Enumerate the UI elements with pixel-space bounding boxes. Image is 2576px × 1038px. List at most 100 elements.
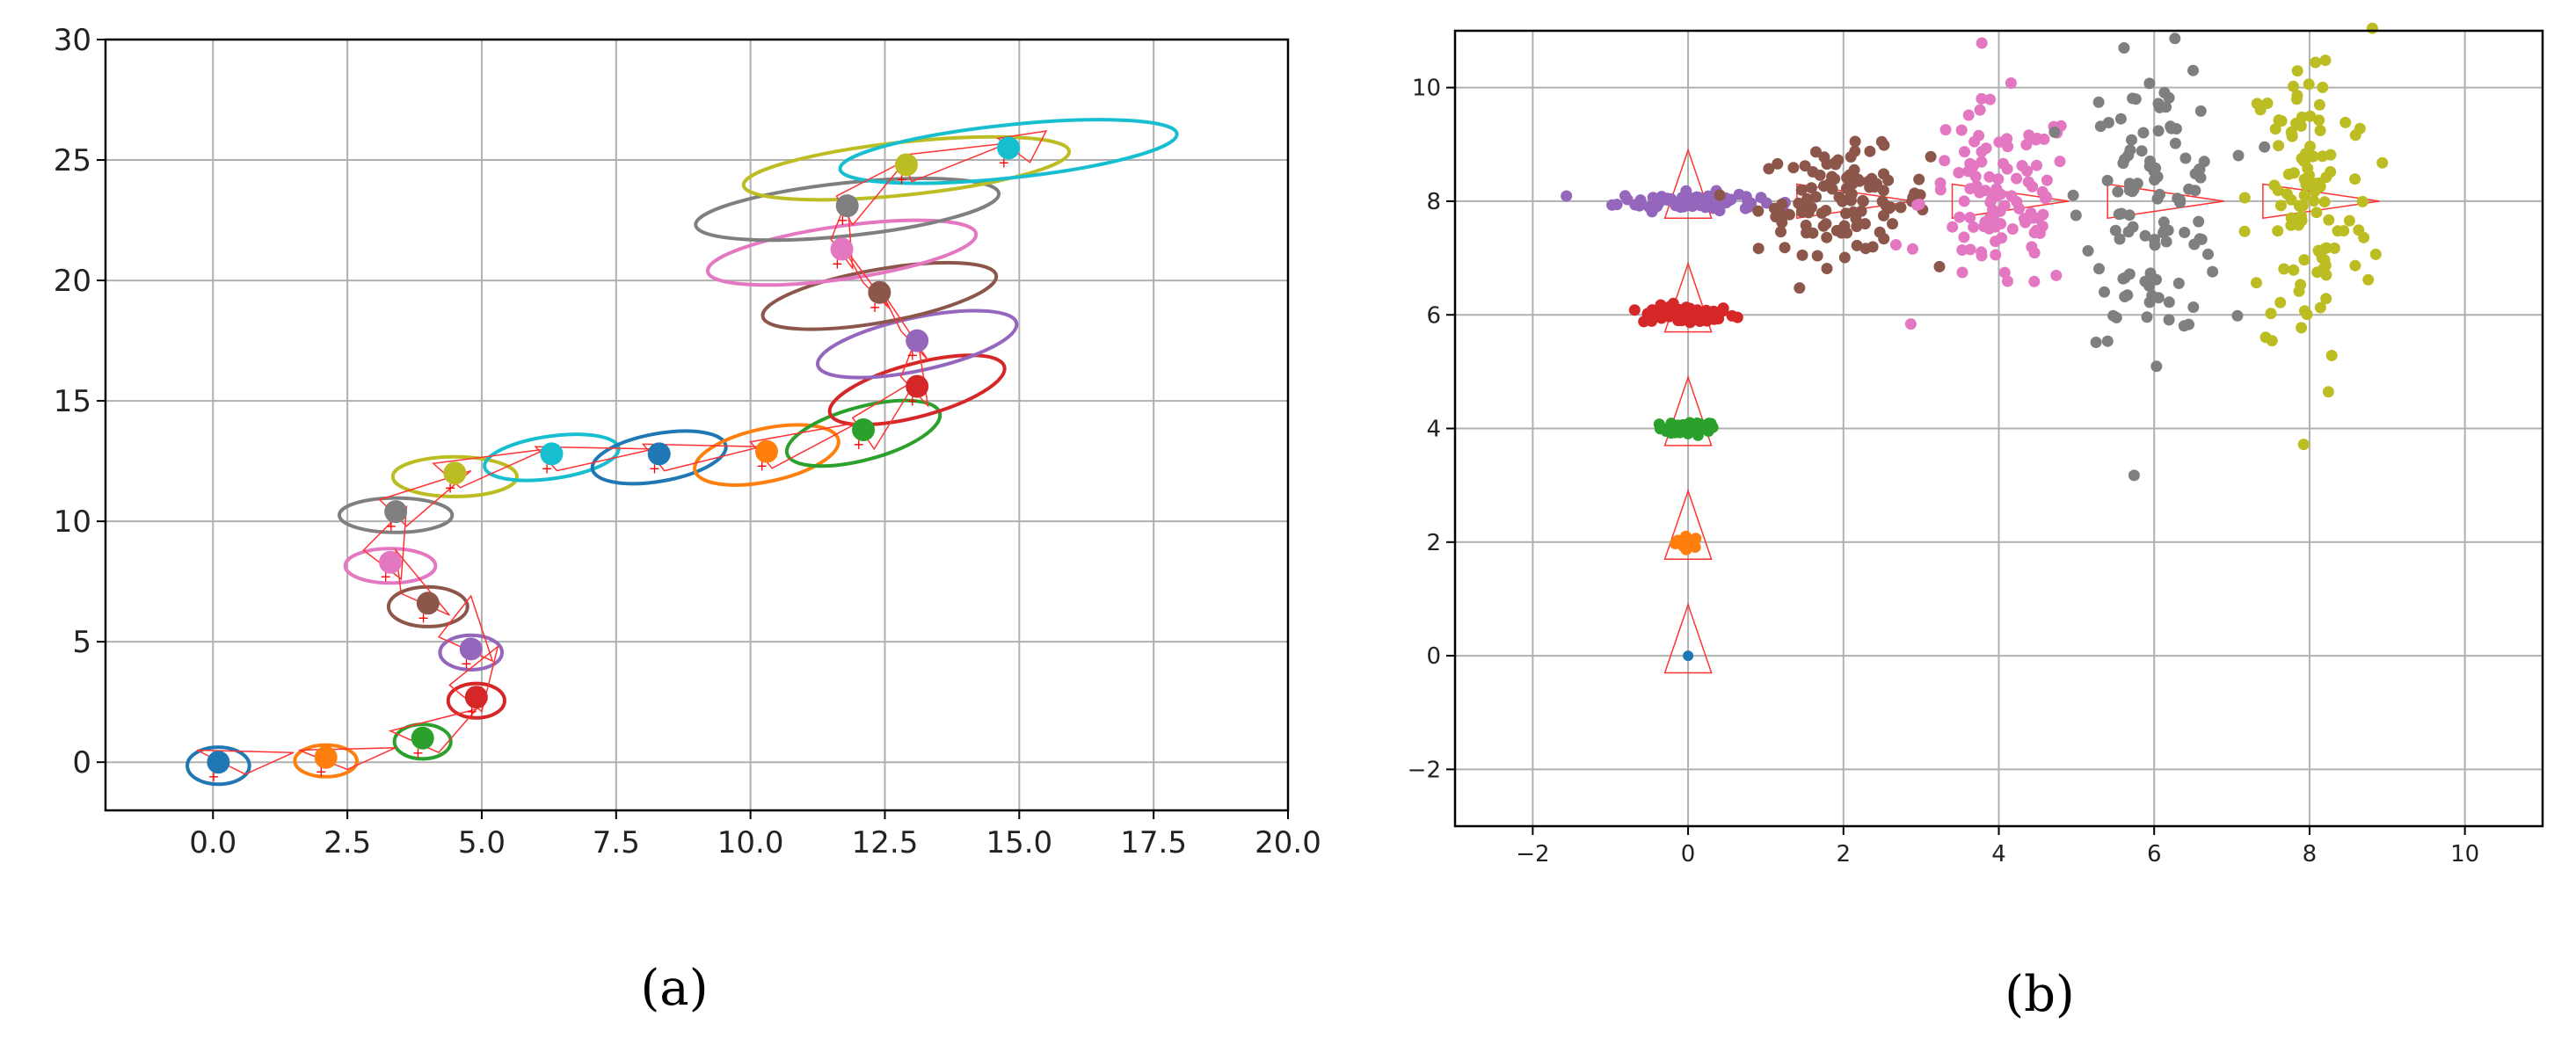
scatter-point xyxy=(2317,81,2329,93)
data-point xyxy=(852,417,876,441)
scatter-point xyxy=(1683,650,1694,662)
uncertainty-ellipse xyxy=(705,218,979,287)
scatter-point xyxy=(1914,189,1926,201)
scatter-point xyxy=(2119,272,2131,284)
scatter-point xyxy=(2165,122,2178,134)
scatter-point xyxy=(1739,202,1751,214)
scatter-point xyxy=(2317,150,2329,163)
scatter-point xyxy=(2268,179,2281,192)
scatter-point xyxy=(1837,195,1849,207)
scatter-point xyxy=(2128,469,2140,482)
scatter-point xyxy=(1857,194,1869,207)
scatter-point xyxy=(2232,149,2245,162)
scatter-point xyxy=(1706,421,1719,433)
scatter-point xyxy=(2139,275,2151,287)
scatter-point xyxy=(1763,163,1775,175)
scatter-point xyxy=(1851,239,1863,251)
scatter-point xyxy=(2152,125,2165,137)
scatter-point xyxy=(2302,163,2314,175)
scatter-point xyxy=(2139,229,2151,242)
x-tick-label: 10 xyxy=(2450,841,2479,867)
uncertainty-ellipse xyxy=(390,454,519,498)
scatter-point xyxy=(1904,318,1917,330)
scatter-point xyxy=(2118,42,2130,54)
scatter-point xyxy=(2319,243,2332,255)
scatter-point xyxy=(1752,205,1765,217)
scatter-point xyxy=(1713,306,1724,318)
y-tick-label: 0 xyxy=(72,745,91,780)
scatter-point xyxy=(1821,263,1833,274)
pose-triangle xyxy=(1663,602,1713,674)
scatter-point xyxy=(1799,160,1811,172)
scatter-point xyxy=(2028,247,2041,259)
scatter-point xyxy=(2178,320,2190,332)
scatter-point xyxy=(2034,227,2046,239)
scatter-point xyxy=(2274,200,2287,212)
uncertainty-ellipse xyxy=(343,547,438,585)
uncertainty-ellipse xyxy=(293,743,359,779)
scatter-point xyxy=(1907,243,1918,255)
data-point xyxy=(906,374,929,398)
scatter-point xyxy=(1976,250,1988,262)
scatter-point xyxy=(1814,169,1826,181)
scatter-point xyxy=(1939,124,1952,136)
data-point xyxy=(754,439,778,463)
scatter-point xyxy=(2027,212,2040,224)
scatter-point xyxy=(1655,192,1667,204)
scatter-point xyxy=(1800,198,1812,210)
data-point xyxy=(314,745,338,769)
x-tick-label: 4 xyxy=(1991,841,2006,867)
scatter-point xyxy=(2102,117,2114,128)
scatter-point xyxy=(2265,308,2277,320)
scatter-point xyxy=(2349,129,2361,142)
scatter-point xyxy=(2023,129,2035,142)
data-point xyxy=(443,461,467,485)
x-tick-label: 10.0 xyxy=(717,825,784,860)
scatter-point xyxy=(1983,222,1996,235)
y-tick-label: 10 xyxy=(54,504,91,540)
x-tick-label: 12.5 xyxy=(852,825,919,860)
scatter-point xyxy=(1947,221,1959,233)
mean-marker: + xyxy=(756,458,768,475)
scatter-point xyxy=(1984,93,1996,105)
x-tick-label: 0.0 xyxy=(189,825,236,860)
scatter-point xyxy=(2169,33,2181,45)
mean-marker: + xyxy=(444,479,455,496)
scatter-point xyxy=(1655,299,1667,311)
scatter-point xyxy=(2152,292,2165,304)
scatter-point xyxy=(2254,104,2267,116)
scatter-point xyxy=(1883,202,1896,214)
scatter-point xyxy=(2278,263,2290,275)
scatter-point xyxy=(2123,209,2136,221)
scatter-point xyxy=(2101,335,2114,347)
scatter-point xyxy=(1687,192,1699,204)
scatter-point xyxy=(1657,310,1670,323)
scatter-point xyxy=(1752,243,1765,255)
data-point xyxy=(894,153,918,177)
scatter-point xyxy=(1958,195,1970,207)
scatter-point xyxy=(2099,286,2110,298)
scatter-point xyxy=(1810,146,1822,158)
scatter-point xyxy=(2318,263,2329,275)
y-tick-label: −2 xyxy=(1408,757,1441,783)
scatter-point xyxy=(2296,111,2308,123)
scatter-point xyxy=(2126,185,2138,198)
data-point xyxy=(540,442,564,466)
scatter-point xyxy=(1887,218,1898,230)
scatter-point xyxy=(2101,174,2114,186)
mean-marker: + xyxy=(412,744,424,761)
data-point xyxy=(835,194,859,218)
y-tick-label: 20 xyxy=(54,264,91,299)
scatter-point xyxy=(1895,201,1907,214)
scatter-point xyxy=(2238,192,2251,204)
scatter-point xyxy=(1976,37,1988,49)
scatter-point xyxy=(2328,242,2340,254)
scatter-point xyxy=(1841,227,1852,239)
scatter-point xyxy=(2136,145,2148,157)
x-tick-label: 2.5 xyxy=(324,825,371,860)
uncertainty-ellipse xyxy=(760,260,999,331)
y-tick-label: 30 xyxy=(54,23,91,58)
scatter-point xyxy=(2067,189,2079,201)
x-tick-label: 2 xyxy=(1837,841,1852,867)
uncertainty-ellipse xyxy=(446,681,506,720)
